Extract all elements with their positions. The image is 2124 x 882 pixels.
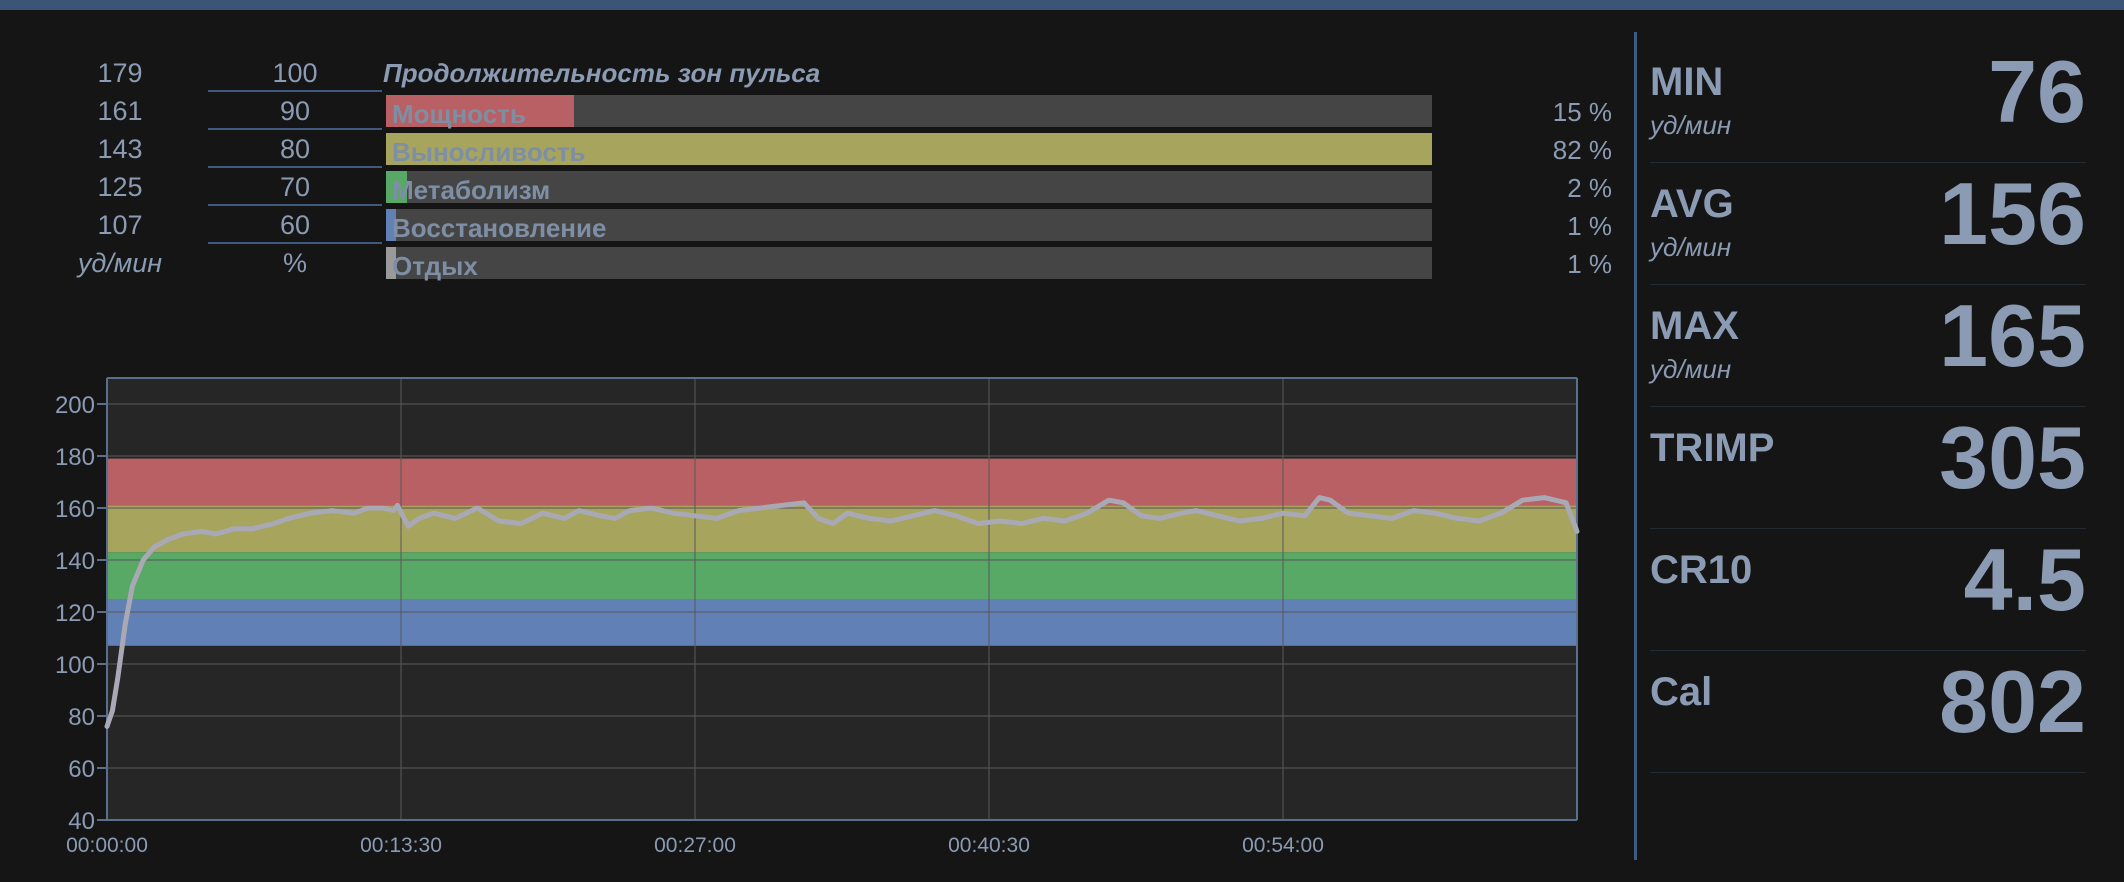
zone-divider bbox=[208, 90, 382, 92]
stat-cal: Cal 802 bbox=[1650, 652, 2086, 773]
zone-bar-metabolism: Метаболизм bbox=[386, 171, 1432, 205]
zone-bpm-143: 143 bbox=[97, 134, 143, 164]
heart-rate-chart: 40 60 80 100 120 140 160 180 200 00:00:00 00:13:30… bbox=[55, 377, 1580, 857]
zone-label-rest: Отдых bbox=[392, 251, 478, 281]
zone-label-recovery: Восстановление bbox=[392, 213, 607, 243]
zones-title: Продолжительность зон пульса bbox=[383, 58, 821, 88]
x-tick-label: 00:13:30 bbox=[360, 834, 442, 857]
stat-cr10: CR10 4.5 bbox=[1650, 530, 2086, 651]
stat-value: 165 bbox=[1939, 286, 2086, 385]
zone-pct-80: 80 bbox=[279, 134, 311, 164]
y-tick-label: 120 bbox=[55, 600, 95, 627]
zone-fill-rest bbox=[386, 247, 397, 279]
zone-fill-power bbox=[386, 95, 575, 127]
zone-band bbox=[107, 458, 1577, 506]
x-tick-label: 00:00:00 bbox=[66, 834, 148, 857]
x-tick-label: 00:54:00 bbox=[1242, 834, 1324, 857]
zone-bar-rest: Отдых bbox=[386, 247, 1432, 281]
stat-max: MAX уд/мин 165 bbox=[1650, 286, 2086, 407]
zone-percent-recovery: 1 % bbox=[1567, 211, 1612, 241]
stat-min: MIN уд/мин 76 bbox=[1650, 42, 2086, 163]
stat-avg: AVG уд/мин 156 bbox=[1650, 164, 2086, 285]
stat-label: MAX bbox=[1650, 304, 1739, 348]
y-tick-label: 140 bbox=[55, 548, 95, 575]
stat-label: Cal bbox=[1650, 670, 1713, 714]
y-tick-label: 40 bbox=[68, 808, 95, 835]
zone-pct-60: 60 bbox=[279, 210, 311, 240]
zone-bpm-107: 107 bbox=[97, 210, 143, 240]
zone-pct-70: 70 bbox=[279, 172, 311, 202]
y-tick-label: 200 bbox=[55, 392, 95, 419]
stat-value: 156 bbox=[1939, 164, 2086, 263]
zone-percent-endurance: 82 % bbox=[1552, 135, 1612, 165]
zone-bpm-161: 161 bbox=[97, 96, 143, 126]
stat-label: MIN bbox=[1650, 60, 1724, 104]
zone-divider bbox=[208, 242, 382, 244]
y-tick-label: 60 bbox=[68, 756, 95, 783]
zone-divider bbox=[208, 166, 382, 168]
x-tick-label: 00:40:30 bbox=[948, 834, 1030, 857]
zone-label-endurance: Выносливость bbox=[392, 137, 586, 167]
top-accent-bar bbox=[0, 0, 2124, 10]
zone-pct-100: 100 bbox=[272, 58, 318, 88]
zone-percent-power: 15 % bbox=[1552, 97, 1612, 127]
stat-value: 4.5 bbox=[1963, 530, 2086, 629]
zone-pct-unit: % bbox=[282, 248, 307, 278]
stat-unit: уд/мин bbox=[1650, 110, 1732, 140]
zone-bar-endurance: Выносливость bbox=[386, 133, 1432, 167]
zone-bpm-179: 179 bbox=[97, 58, 143, 88]
zone-bar-recovery: Восстановление bbox=[386, 209, 1432, 243]
stat-label: CR10 bbox=[1650, 548, 1753, 592]
zone-percent-rest: 1 % bbox=[1567, 249, 1612, 279]
zone-pct-90: 90 bbox=[279, 96, 311, 126]
stat-value: 802 bbox=[1939, 652, 2086, 751]
stat-label: AVG bbox=[1650, 182, 1734, 226]
zone-label-power: Мощность bbox=[392, 99, 526, 129]
zone-fill-endurance bbox=[386, 133, 1432, 165]
y-tick-label: 80 bbox=[68, 704, 95, 731]
zone-bar-power: Мощность bbox=[386, 95, 1432, 129]
zone-divider bbox=[208, 204, 382, 206]
zone-fill-metabolism bbox=[386, 171, 407, 203]
zone-bpm-125: 125 bbox=[97, 172, 143, 202]
stat-label: TRIMP bbox=[1650, 426, 1775, 470]
zone-percent-metabolism: 2 % bbox=[1567, 173, 1612, 203]
stat-unit: уд/мин bbox=[1650, 232, 1732, 262]
zone-label-metabolism: Метаболизм bbox=[392, 175, 551, 205]
y-tick-label: 100 bbox=[55, 652, 95, 679]
y-tick-label: 180 bbox=[55, 444, 95, 471]
panel-separator bbox=[1634, 32, 1637, 860]
zone-fill-recovery bbox=[386, 209, 397, 241]
stat-unit: уд/мин bbox=[1650, 354, 1732, 384]
stat-trimp: TRIMP 305 bbox=[1650, 408, 2086, 529]
heart-rate-line bbox=[104, 495, 1580, 729]
zone-band bbox=[107, 599, 1577, 646]
zone-band bbox=[107, 552, 1577, 599]
y-tick-label: 160 bbox=[55, 496, 95, 523]
stat-value: 76 bbox=[1988, 42, 2086, 141]
x-tick-label: 00:27:00 bbox=[654, 834, 736, 857]
stat-value: 305 bbox=[1939, 408, 2086, 507]
zone-divider bbox=[208, 128, 382, 130]
zone-bpm-unit: уд/мин bbox=[77, 248, 163, 278]
